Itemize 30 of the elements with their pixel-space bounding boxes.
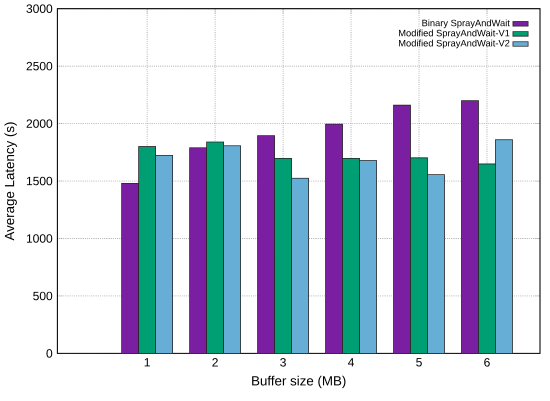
y-tick-label: 1500 <box>26 176 52 186</box>
x-tick-label: 3 <box>280 358 286 366</box>
legend-label: Binary SprayAndWait <box>422 19 510 28</box>
y-tick-label: 500 <box>33 292 52 300</box>
y-axis-title: Average Latency (s) <box>4 122 17 240</box>
x-tick-label: 5 <box>416 358 422 366</box>
y-tick-label: 0 <box>46 348 52 358</box>
bar <box>478 163 496 354</box>
x-tick-label: 1 <box>144 358 150 366</box>
x-axis-title: Buffer size (MB) <box>252 376 346 388</box>
bar <box>274 158 292 354</box>
bar <box>138 146 156 354</box>
bar <box>325 124 343 354</box>
bar <box>189 147 207 354</box>
bar <box>257 135 275 354</box>
y-tick-label: 2500 <box>26 62 52 70</box>
bar <box>121 182 140 354</box>
y-tick-label: 3000 <box>26 4 52 13</box>
x-tick-label: 4 <box>348 358 354 366</box>
bar <box>461 100 479 354</box>
legend-label: Modified SprayAndWait-V2 <box>399 39 510 48</box>
y-tick-label: 1000 <box>26 234 52 243</box>
legend-label: Modified SprayAndWait-V1 <box>399 29 510 38</box>
bar <box>393 104 411 354</box>
bar <box>410 157 428 354</box>
x-tick-label: 6 <box>484 358 490 366</box>
y-tick-label: 2000 <box>26 119 52 128</box>
bar <box>206 141 224 354</box>
bar <box>342 158 360 354</box>
x-tick-label: 2 <box>212 358 218 366</box>
